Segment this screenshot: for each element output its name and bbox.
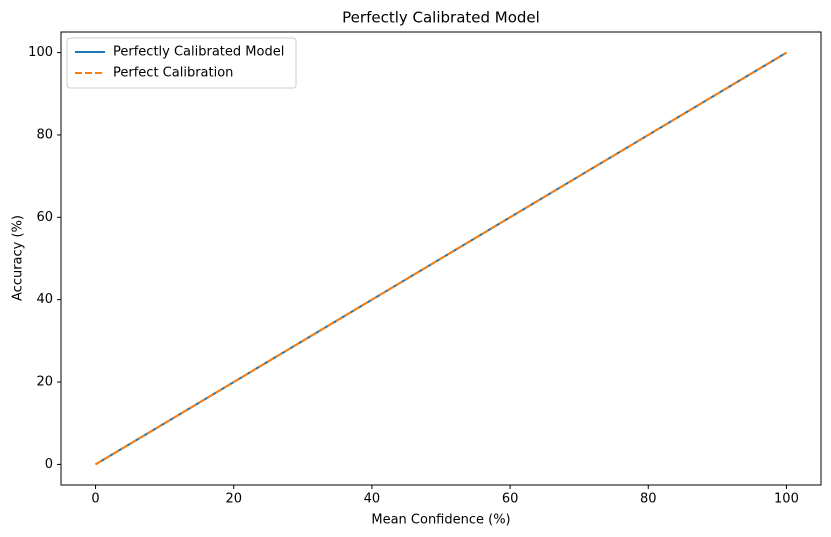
y-tick-label: 0 [45,457,53,472]
chart-title: Perfectly Calibrated Model [342,9,540,27]
legend-label: Perfectly Calibrated Model [113,45,284,60]
y-tick-label: 80 [36,127,53,142]
x-tick-label: 20 [225,492,242,507]
y-tick-label: 60 [36,210,53,225]
x-axis-label: Mean Confidence (%) [371,513,510,528]
x-tick-label: 60 [502,492,519,507]
x-tick-label: 80 [640,492,657,507]
x-tick-label: 100 [774,492,799,507]
x-tick-label: 40 [364,492,381,507]
y-axis-label: Accuracy (%) [11,215,26,301]
y-tick-label: 20 [36,375,53,390]
legend-label: Perfect Calibration [113,66,233,81]
series-line [95,51,787,466]
legend-box [66,37,297,89]
plot-frame [60,31,822,486]
y-tick-label: 100 [28,45,53,60]
y-tick-label: 40 [36,292,53,307]
x-tick-label: 0 [91,492,99,507]
